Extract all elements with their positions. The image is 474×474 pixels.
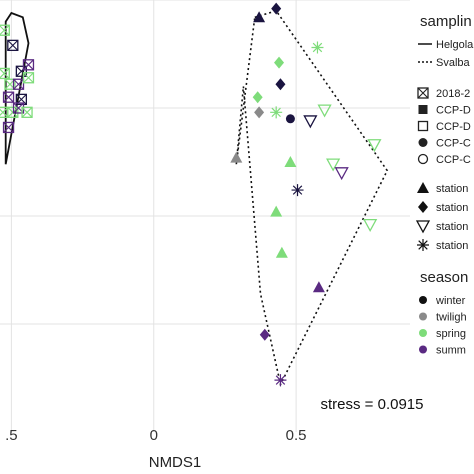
x-axis-label: NMDS1 (149, 454, 202, 471)
data-point-diamond (274, 56, 285, 69)
hull-svalbard (235, 9, 389, 387)
legend-label: CCP-C (436, 154, 471, 166)
data-point-asterisk (270, 106, 283, 119)
x-tick-labels: .5 0 0.5 (5, 427, 306, 444)
legend-key-square (418, 105, 428, 114)
data-point-diamond (259, 328, 270, 341)
data-points (0, 2, 382, 387)
data-point-diamond (252, 91, 263, 104)
data-point-boxcross (0, 67, 10, 80)
data-point-triangle-down-open (363, 218, 378, 232)
stress-annotation: stress = 0.0915 (321, 396, 424, 413)
legend-key-triangle-down-open (415, 220, 431, 234)
data-point-triangle (230, 151, 243, 163)
data-point-boxcross (2, 121, 15, 134)
legend-label: summ (436, 345, 466, 357)
legend-label: Svalba (436, 57, 471, 69)
data-point-asterisk (311, 41, 324, 54)
data-point-boxcross (0, 106, 9, 118)
legend-key-circle-open (417, 153, 429, 165)
legend-title-sampling: samplin (420, 13, 472, 30)
x-tick-label: 0.5 (286, 427, 307, 444)
data-point-diamond (271, 2, 282, 15)
data-point-triangle (253, 11, 266, 23)
legend-label: twiligh (436, 312, 467, 324)
x-tick-label: .5 (5, 427, 18, 444)
data-point-boxcross (22, 59, 35, 71)
data-point-circle (285, 114, 295, 124)
legend-key-asterisk (417, 239, 429, 251)
legend-key-season (419, 296, 427, 304)
data-point-boxcross (7, 106, 19, 118)
data-point-asterisk (274, 374, 287, 387)
x-tick-label: 0 (150, 427, 158, 444)
data-point-diamond (275, 78, 286, 91)
grid-lines (0, 0, 410, 432)
legend-label: CCP-D (436, 121, 471, 133)
legend: samplin Helgola Svalba 2018-2 CCP-D CCP-D CCP-… (415, 13, 474, 357)
data-point-triangle-down-open (303, 115, 318, 129)
data-point-triangle-down-open (317, 104, 332, 118)
data-point-triangle (312, 281, 325, 293)
data-point-boxcross (12, 78, 25, 90)
legend-label: CCP-D (436, 105, 471, 117)
data-point-triangle (275, 246, 288, 258)
legend-label: spring (436, 328, 466, 340)
legend-key-boxcross (417, 87, 429, 99)
data-point-triangle (270, 205, 283, 217)
legend-title-season: season (420, 269, 468, 286)
data-point-boxcross (7, 39, 19, 52)
legend-key-triangle (417, 182, 429, 193)
data-point-boxcross (22, 72, 35, 84)
legend-label: winter (435, 295, 466, 307)
legend-key-square-open (417, 120, 429, 132)
data-point-triangle-down-open (367, 139, 382, 153)
group-hulls (4, 9, 389, 387)
legend-key-season (419, 312, 427, 321)
legend-label: station (436, 221, 468, 233)
data-point-boxcross (21, 106, 33, 118)
legend-label: station (436, 183, 468, 195)
data-point-diamond (254, 106, 265, 119)
data-point-triangle-down-open (334, 167, 349, 181)
legend-key-diamond (418, 201, 428, 213)
legend-label: station (436, 202, 468, 214)
data-point-triangle-down-open (326, 158, 341, 172)
legend-label: station (436, 240, 468, 252)
legend-label: CCP-C (436, 138, 471, 150)
legend-key-season (419, 345, 427, 354)
legend-key-circle (418, 138, 428, 147)
data-point-asterisk (291, 184, 304, 197)
legend-label: Helgola (436, 39, 474, 51)
legend-label: 2018-2 (436, 88, 470, 100)
data-point-boxcross (2, 91, 15, 103)
data-point-triangle (284, 156, 297, 167)
hull-helgoland (4, 11, 30, 165)
legend-key-season (419, 329, 427, 337)
data-point-boxcross (0, 24, 10, 36)
